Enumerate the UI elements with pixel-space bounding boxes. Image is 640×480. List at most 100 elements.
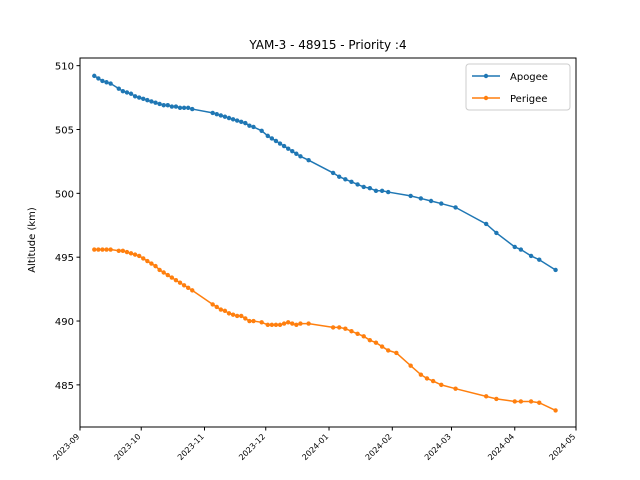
data-point-perigee [273, 322, 279, 328]
data-point-perigee [265, 322, 270, 328]
data-point-perigee [169, 275, 175, 280]
data-point-apogee [298, 154, 303, 159]
data-point-apogee [453, 205, 458, 210]
data-point-apogee [153, 100, 158, 105]
data-point-apogee [553, 267, 558, 273]
data-point-apogee [218, 113, 224, 118]
data-point-apogee [273, 138, 279, 144]
data-point-perigee [553, 408, 558, 413]
data-point-perigee [141, 256, 146, 261]
data-point-apogee [337, 174, 342, 179]
plot-area [92, 73, 558, 413]
y-tick-label: 495 [55, 253, 74, 264]
data-point-perigee [367, 337, 373, 343]
data-point-apogee [100, 78, 105, 84]
data-point-perigee [177, 280, 183, 285]
data-point-perigee [128, 251, 134, 256]
data-point-apogee [210, 110, 215, 116]
data-point-apogee [104, 80, 109, 85]
data-point-perigee [100, 247, 105, 252]
data-point-apogee [222, 114, 228, 119]
data-point-perigee [108, 247, 113, 252]
data-point-perigee [222, 308, 228, 314]
data-point-perigee [285, 320, 291, 325]
data-point-apogee [330, 170, 336, 176]
data-point-perigee [408, 363, 413, 368]
data-point-perigee [230, 312, 236, 317]
data-point-perigee [290, 321, 295, 326]
data-point-apogee [239, 119, 244, 125]
x-tick-label: 2024-01 [300, 432, 330, 462]
data-point-apogee [214, 111, 219, 117]
data-point-apogee [181, 105, 187, 110]
data-point-apogee [537, 257, 542, 262]
data-point-perigee [269, 322, 275, 328]
legend-marker-apogee [483, 73, 489, 79]
data-point-perigee [494, 396, 499, 402]
data-point-apogee [418, 196, 424, 201]
data-point-perigee [185, 285, 191, 291]
x-tick-label: 2023-11 [176, 432, 206, 462]
data-point-perigee [161, 270, 166, 275]
x-tick-label: 2024-02 [364, 432, 394, 462]
chart-title: YAM-3 - 48915 - Priority :4 [248, 38, 406, 52]
data-point-perigee [218, 307, 224, 312]
data-point-perigee [361, 334, 366, 339]
x-tick-label: 2023-09 [51, 432, 81, 462]
data-point-apogee [290, 149, 295, 154]
data-point-apogee [149, 99, 154, 104]
data-point-perigee [418, 372, 424, 377]
data-point-apogee [185, 105, 191, 110]
data-point-apogee [259, 128, 264, 133]
data-point-apogee [190, 106, 195, 112]
data-point-perigee [281, 321, 287, 326]
data-point-perigee [173, 277, 179, 283]
data-point-apogee [116, 86, 121, 91]
data-point-apogee [483, 221, 489, 227]
data-point-perigee [136, 253, 142, 259]
data-point-apogee [306, 157, 311, 163]
y-tick-label: 485 [55, 381, 74, 392]
data-point-perigee [424, 376, 430, 381]
data-point-apogee [247, 123, 252, 128]
data-point-apogee [251, 124, 256, 130]
data-point-apogee [439, 201, 444, 206]
data-point-perigee [294, 322, 299, 328]
x-tick-label: 2024-03 [423, 432, 453, 462]
data-point-perigee [277, 322, 283, 328]
data-point-perigee [124, 249, 130, 255]
x-tick-label: 2024-05 [547, 432, 577, 462]
data-point-apogee [96, 76, 101, 81]
legend: Apogee Perigee [465, 63, 571, 111]
data-point-apogee [386, 189, 391, 195]
data-point-apogee [281, 143, 287, 149]
data-point-apogee [494, 230, 499, 236]
data-point-perigee [165, 272, 170, 278]
data-point-perigee [153, 263, 158, 269]
data-point-perigee [132, 252, 138, 257]
data-point-apogee [161, 103, 166, 108]
data-point-perigee [234, 313, 240, 319]
y-tick-label: 490 [55, 317, 74, 328]
data-point-perigee [343, 326, 348, 331]
data-point-perigee [120, 248, 126, 253]
data-point-apogee [226, 115, 232, 121]
data-point-apogee [343, 177, 348, 182]
data-point-perigee [537, 400, 542, 405]
data-point-perigee [251, 318, 256, 324]
data-point-apogee [177, 105, 183, 110]
data-point-apogee [169, 104, 175, 109]
data-point-apogee [132, 94, 138, 99]
data-point-perigee [239, 313, 244, 319]
data-point-perigee [145, 258, 150, 264]
data-point-perigee [394, 350, 399, 356]
data-point-apogee [165, 103, 170, 108]
data-point-perigee [214, 304, 219, 310]
data-point-perigee [430, 378, 436, 384]
data-point-apogee [120, 88, 126, 94]
data-point-perigee [157, 267, 162, 273]
data-point-apogee [124, 90, 130, 95]
data-point-apogee [277, 141, 283, 146]
data-point-perigee [453, 386, 458, 391]
